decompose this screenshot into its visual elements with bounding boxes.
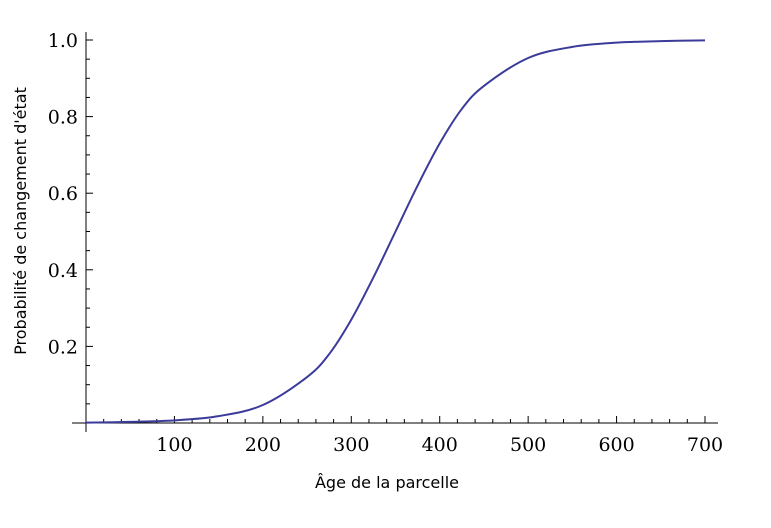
x-axis-title: Âge de la parcelle	[315, 473, 459, 492]
y-tick-label: 1.0	[48, 30, 78, 52]
x-tick-label: 600	[598, 434, 634, 456]
y-tick-label: 0.4	[48, 260, 78, 282]
series-line-0	[85, 39, 706, 424]
x-tick-label: 300	[333, 434, 369, 456]
series-layer	[85, 39, 706, 424]
x-tick-label: 500	[510, 434, 546, 456]
x-axis: 100 200 300 400 500 600 700	[72, 416, 723, 456]
y-tick-label: 0.2	[48, 336, 78, 358]
x-tick-label: 200	[245, 434, 281, 456]
y-axis: 0.2 0.4 0.6 0.8 1.0	[48, 30, 93, 432]
y-axis-title: Probabilité de changement d'état	[11, 87, 30, 355]
y-tick-label: 0.8	[48, 107, 78, 129]
x-tick-label: 400	[422, 434, 458, 456]
x-tick-label: 100	[156, 434, 192, 456]
x-tick-label: 700	[687, 434, 723, 456]
y-tick-label: 0.6	[48, 183, 78, 205]
